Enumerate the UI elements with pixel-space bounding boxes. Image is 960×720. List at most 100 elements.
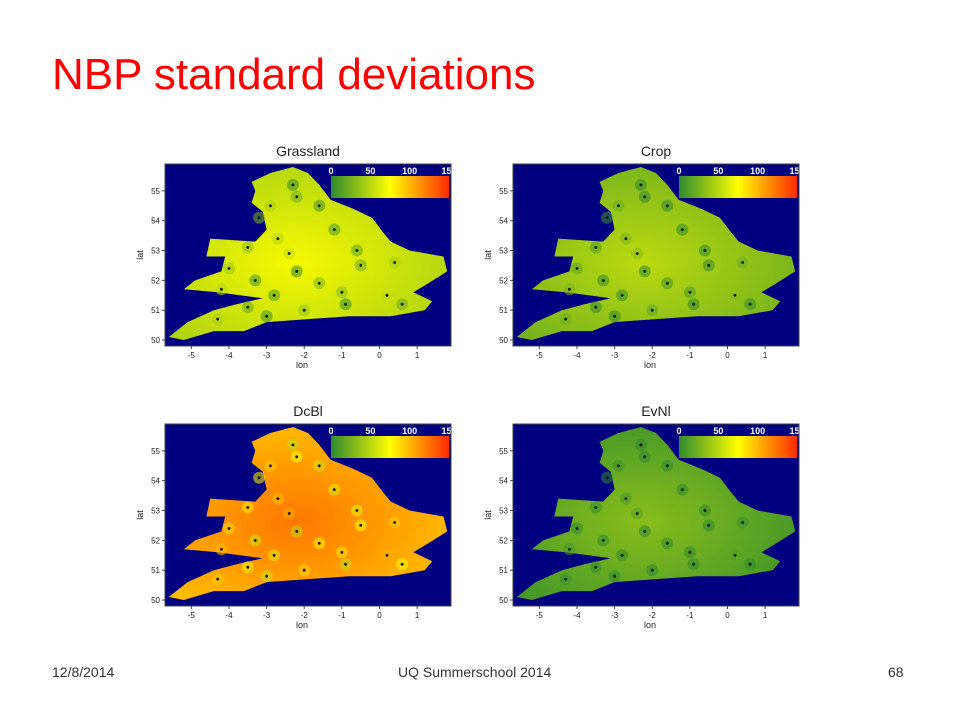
colorbar (679, 176, 797, 198)
lat-tick-label: 55 (151, 187, 160, 196)
lat-tick-label: 54 (499, 217, 508, 226)
land-area (516, 167, 796, 340)
lon-tick-label: -3 (611, 611, 619, 620)
site-marker (272, 553, 276, 557)
site-marker (601, 539, 605, 542)
lon-tick-label: 0 (377, 351, 382, 360)
site-marker (564, 577, 568, 581)
y-axis-label: lat (483, 510, 493, 520)
site-marker (276, 237, 280, 240)
site-marker (594, 305, 598, 309)
site-marker (594, 506, 598, 509)
site-marker (340, 550, 344, 554)
map-crop: Crop 0 50 100 150 50 51 52 53 54 55 -5 -4 -3 -2 -1 0 1 lat… (483, 143, 805, 370)
lon-tick-label: -1 (338, 351, 346, 360)
site-marker (317, 541, 321, 545)
site-marker (605, 216, 609, 220)
site-marker (613, 574, 616, 578)
site-marker (302, 568, 306, 572)
lon-tick-label: 0 (725, 611, 730, 620)
site-marker (385, 293, 389, 297)
lat-tick-label: 55 (151, 447, 160, 456)
lon-tick-label: 1 (763, 611, 768, 620)
site-marker (665, 204, 669, 208)
site-marker (575, 527, 579, 530)
site-marker (291, 183, 295, 187)
map-panel-crop: Crop 0 50 100 150 50 51 52 53 54 55 -5 -4 -3 -2 -1 0 1 lat… (483, 142, 813, 372)
site-marker (227, 267, 231, 270)
site-marker (617, 204, 620, 208)
site-marker (564, 317, 568, 321)
site-marker (344, 562, 347, 566)
site-marker (568, 547, 571, 551)
site-marker (733, 553, 737, 557)
site-marker (594, 246, 598, 249)
site-marker (635, 252, 639, 255)
site-marker (216, 317, 220, 321)
colorbar-tick: 150 (789, 166, 804, 176)
lon-tick-label: -4 (225, 611, 233, 620)
site-marker (650, 568, 654, 572)
lon-tick-label: -4 (573, 611, 581, 620)
colorbar-tick: 0 (676, 426, 681, 436)
site-marker (617, 464, 620, 468)
site-marker (246, 565, 250, 569)
site-marker (624, 497, 628, 500)
site-marker (295, 195, 299, 199)
site-marker (295, 455, 299, 459)
map-panel-evnl: EvNl 0 50 100 150 50 51 52 53 54 55 -5 -4 -3 -2 -1 0 1 lat… (483, 402, 813, 632)
slide-title: NBP standard deviations (52, 50, 536, 99)
site-marker (220, 287, 223, 291)
site-marker (733, 293, 737, 297)
lat-tick-label: 51 (499, 306, 508, 315)
footer-event: UQ Summerschool 2014 (398, 664, 552, 680)
site-marker (692, 562, 695, 566)
lat-tick-label: 51 (151, 306, 160, 315)
site-marker (359, 264, 363, 267)
site-marker (643, 530, 647, 533)
plot-frame (512, 163, 800, 347)
colorbar-tick: 50 (365, 426, 375, 436)
site-marker (650, 308, 654, 312)
site-marker (665, 541, 669, 545)
site-marker (257, 476, 261, 480)
map-title: Grassland (276, 143, 340, 159)
lon-tick-label: 0 (377, 611, 382, 620)
map-evnl: EvNl 0 50 100 150 50 51 52 53 54 55 -5 -4 -3 -2 -1 0 1 lat… (483, 403, 805, 630)
site-marker (393, 521, 396, 524)
site-marker (568, 287, 571, 291)
site-marker (400, 302, 404, 306)
site-marker (400, 562, 404, 566)
lon-tick-label: -4 (225, 351, 233, 360)
site-marker (272, 293, 276, 297)
site-marker (355, 249, 359, 252)
x-axis-label: lon (296, 620, 308, 630)
site-marker (575, 267, 579, 270)
lon-tick-label: -3 (263, 611, 271, 620)
site-marker (643, 270, 647, 273)
lat-tick-label: 51 (151, 566, 160, 575)
footer-date: 12/8/2014 (52, 664, 115, 680)
site-marker (265, 574, 268, 578)
site-marker (265, 314, 268, 318)
x-axis-label: lon (296, 360, 308, 370)
site-marker (643, 195, 647, 199)
site-marker (707, 524, 711, 527)
lat-tick-label: 53 (499, 247, 508, 256)
site-marker (253, 539, 257, 542)
lon-tick-label: -4 (573, 351, 581, 360)
lon-tick-label: 1 (415, 611, 420, 620)
lon-tick-label: -2 (301, 351, 309, 360)
colorbar-tick: 150 (441, 426, 456, 436)
lat-tick-label: 50 (151, 596, 160, 605)
site-marker (344, 302, 347, 306)
lat-tick-label: 52 (151, 276, 160, 285)
plot-frame (164, 423, 452, 607)
map-panel-grassland: Grassland 0 50 100 150 50 51 52 53 54 55 -5 -4 -3 -2 -1… (135, 142, 465, 372)
site-marker (707, 264, 711, 267)
site-marker (317, 464, 321, 468)
colorbar-tick: 100 (750, 166, 765, 176)
plot-frame (164, 163, 452, 347)
site-marker (340, 290, 344, 294)
site-marker (635, 512, 639, 515)
